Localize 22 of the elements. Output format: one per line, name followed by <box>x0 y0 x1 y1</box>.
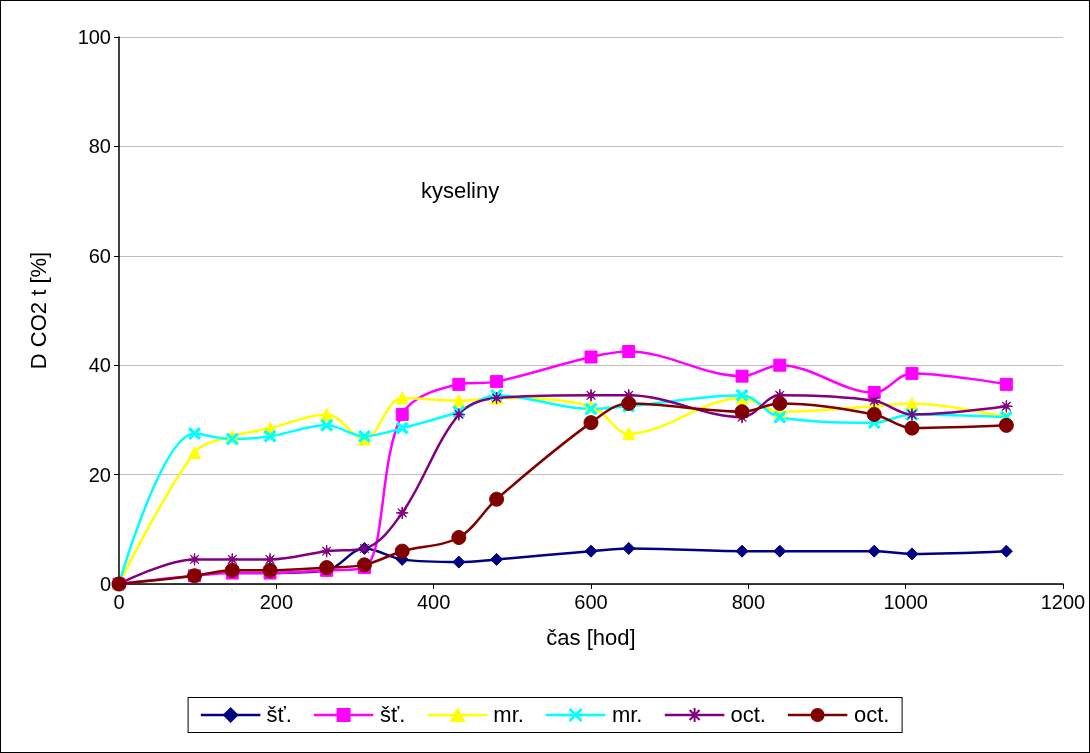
y-axis-title: D CO2 t [%] <box>25 251 51 370</box>
x-tick-label: 400 <box>416 591 451 613</box>
y-tick-label: 60 <box>88 244 111 267</box>
y-tick-label: 20 <box>88 463 111 486</box>
legend-label: oct. <box>730 702 766 728</box>
legend-label: šť. <box>266 702 292 728</box>
legend-label: mr. <box>611 702 643 728</box>
x-tick-label: 200 <box>259 591 294 613</box>
x-tick-label: 600 <box>574 591 608 613</box>
legend-label: mr. <box>493 702 524 728</box>
x-tick-label: 1000 <box>883 591 928 613</box>
x-tick-label: 0 <box>113 591 125 613</box>
x-tick-label: 1200 <box>1040 591 1086 613</box>
y-tick-label: 100 <box>77 26 111 48</box>
y-tick-label: 0 <box>99 573 111 595</box>
y-tick-label: 40 <box>88 354 111 377</box>
y-tick-label: 80 <box>88 135 111 158</box>
annotation: kyseliny <box>421 177 500 203</box>
legend-label: šť. <box>379 702 406 728</box>
x-tick-label: 800 <box>731 591 766 613</box>
legend-label: oct. <box>853 702 890 728</box>
x-axis-title: čas [hod] <box>546 624 636 650</box>
